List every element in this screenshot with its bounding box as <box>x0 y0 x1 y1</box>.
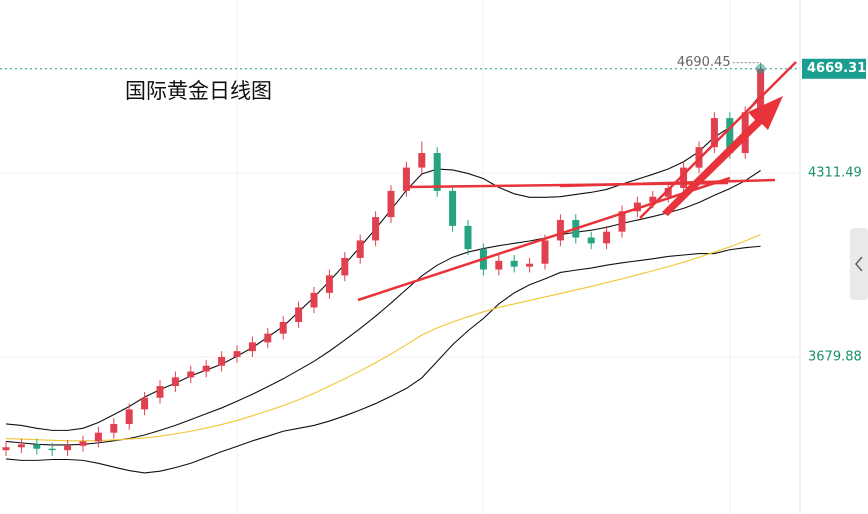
candle-body <box>218 356 226 366</box>
y-tick-label: 3679.88 <box>808 349 862 364</box>
side-tab[interactable] <box>850 228 868 300</box>
candle-body <box>202 365 210 372</box>
annotations <box>357 61 797 302</box>
candle-body <box>587 237 595 244</box>
candle-body <box>726 118 734 154</box>
candle-body <box>264 333 272 343</box>
candle-body <box>710 118 718 148</box>
indicator-line <box>5 245 761 474</box>
candle-body <box>418 153 426 168</box>
candle-body <box>64 445 72 451</box>
candle-body <box>433 153 441 191</box>
indicator-line <box>5 170 761 446</box>
candle-body <box>372 217 380 241</box>
arrow <box>662 96 783 216</box>
candle-body <box>233 351 241 357</box>
candle-body <box>556 220 564 241</box>
candle-body <box>464 225 472 250</box>
candle-body <box>341 257 349 276</box>
high-label: 4690.45 <box>677 55 731 70</box>
trend-line <box>357 176 731 302</box>
candle-body <box>526 263 534 267</box>
candle-body <box>279 321 287 334</box>
candle-body <box>633 202 641 212</box>
trend-line <box>559 178 776 188</box>
candle-body <box>310 292 318 308</box>
candle-body <box>325 275 333 293</box>
candle-body <box>618 211 626 232</box>
candle-body <box>510 260 518 267</box>
candle-body <box>680 167 688 188</box>
candle-body <box>664 187 672 197</box>
candle-body <box>356 240 364 258</box>
candle-body <box>141 397 149 410</box>
candle-body <box>248 342 256 352</box>
candle-body <box>33 444 41 449</box>
candle-body <box>387 190 395 218</box>
candle-body <box>757 68 765 113</box>
candle-body <box>110 423 118 433</box>
candle-body <box>541 240 549 264</box>
candle-body <box>295 307 303 322</box>
y-tick-label: 4311.49 <box>808 165 862 180</box>
candle-body <box>48 448 56 451</box>
tab-icon <box>854 256 863 272</box>
candle-body <box>449 190 457 226</box>
trend-line <box>639 61 797 219</box>
last-price-label: 4669.31 <box>807 61 866 76</box>
candle-body <box>603 231 611 244</box>
candle-body <box>17 444 25 448</box>
candle-body <box>402 167 410 191</box>
candle-body <box>187 371 195 378</box>
candle-body <box>2 447 10 451</box>
chart-title: 国际黄金日线图 <box>125 79 272 103</box>
candle-body <box>125 409 133 424</box>
candle-body <box>94 432 102 442</box>
last-price-dot <box>755 63 766 74</box>
candle-body <box>649 196 657 203</box>
candle-body <box>171 377 179 387</box>
last-price-box <box>802 58 866 79</box>
indicator-line <box>5 94 762 431</box>
candle-body <box>495 260 503 270</box>
indicator-line <box>5 234 761 442</box>
candle-body <box>156 386 164 398</box>
candle-body <box>79 441 87 446</box>
